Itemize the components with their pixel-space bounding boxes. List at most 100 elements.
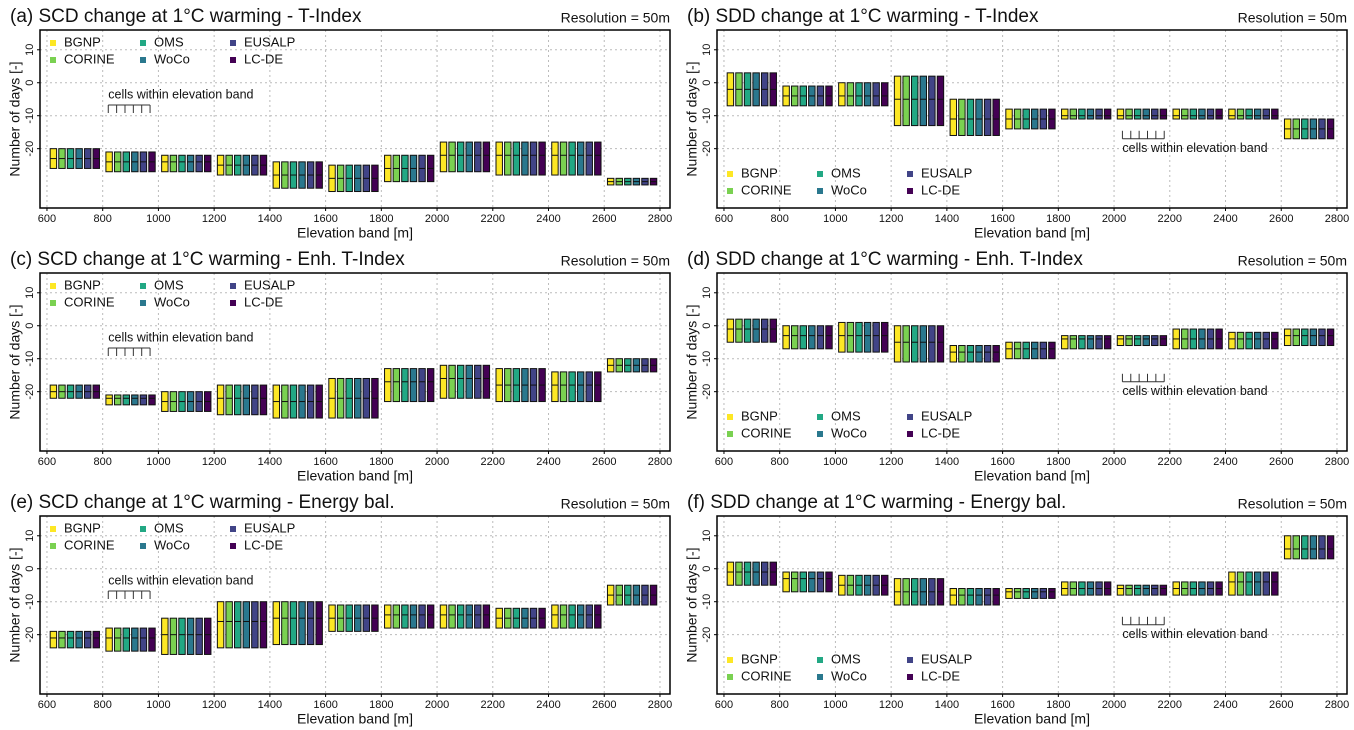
x-tick-label: 2600 [592, 456, 616, 468]
box [439, 604, 448, 629]
plot-frame [39, 272, 671, 452]
box [529, 141, 538, 176]
box [881, 321, 889, 353]
box [1283, 535, 1292, 560]
legend-marker [230, 57, 236, 63]
box [949, 345, 958, 363]
legend-label: WoCo [831, 668, 867, 683]
x-tick-label: 600 [715, 213, 733, 225]
y-axis-label: Number of days [-] [684, 547, 700, 662]
legend-label: BGNP [741, 165, 778, 180]
y-tick-label: -10 [24, 594, 36, 610]
panel: (d) SDD change at 1°C warming - Enh. T-I… [684, 249, 1350, 484]
plot-frame [716, 272, 1348, 452]
legend-marker [50, 283, 56, 289]
x-tick-label: 800 [94, 699, 112, 711]
x-tick-label: 1400 [935, 699, 959, 711]
panel: (f) SDD change at 1°C warming - Energy b… [684, 492, 1350, 727]
box [559, 604, 568, 629]
box [743, 561, 752, 586]
x-tick-label: 600 [38, 456, 56, 468]
box [448, 604, 456, 629]
box [289, 601, 298, 646]
legend-label: BGNP [741, 651, 778, 666]
x-tick-label: 1600 [313, 213, 337, 225]
panel-title: (e) SCD change at 1°C warming - Energy b… [10, 492, 395, 513]
box [585, 371, 593, 403]
box [799, 571, 807, 593]
box [1181, 108, 1189, 120]
box [1116, 335, 1125, 347]
box [855, 321, 863, 353]
box [465, 364, 473, 399]
box [392, 604, 401, 629]
box [409, 604, 418, 629]
y-tick-label: -10 [701, 108, 713, 124]
box [735, 318, 743, 343]
box [83, 630, 92, 649]
legend-label: WoCo [154, 294, 190, 309]
box [576, 604, 585, 629]
box [448, 364, 456, 399]
legend-marker [727, 188, 733, 194]
box [58, 630, 66, 649]
legend-label: BGNP [64, 34, 101, 49]
legend-label: OMS [831, 165, 861, 180]
legend-label: LC-DE [244, 51, 283, 66]
box [281, 601, 289, 646]
box [1292, 328, 1300, 347]
box [1215, 108, 1223, 120]
legend-marker [230, 40, 236, 46]
legend-marker [907, 414, 913, 420]
box [966, 98, 975, 136]
x-tick-label: 1000 [823, 699, 847, 711]
box [456, 141, 465, 173]
x-tick-label: 2400 [1213, 213, 1237, 225]
box [1133, 108, 1142, 120]
legend-marker [817, 657, 823, 663]
box [401, 604, 409, 629]
box [439, 141, 448, 173]
box [1245, 108, 1253, 120]
box [234, 601, 242, 649]
box [139, 627, 148, 652]
legend-label: LC-DE [921, 668, 960, 683]
box [1326, 328, 1335, 347]
legend-marker [140, 40, 146, 46]
box [538, 141, 546, 176]
panel-title: (b) SDD change at 1°C warming - T-Index [687, 6, 1039, 27]
x-tick-label: 800 [94, 456, 112, 468]
box [1125, 108, 1133, 120]
box [1116, 584, 1125, 596]
box [1309, 535, 1318, 560]
box [1245, 331, 1253, 350]
box [1283, 328, 1292, 347]
y-tick-label: 0 [701, 566, 713, 572]
box [1245, 571, 1253, 596]
box [919, 75, 928, 127]
box [936, 75, 945, 127]
box [1031, 341, 1039, 360]
box [585, 604, 593, 629]
box [251, 384, 259, 416]
legend-label: EUSALP [244, 520, 295, 535]
y-tick-label: 0 [701, 80, 713, 86]
legend-marker [50, 300, 56, 306]
legend-label: OMS [154, 277, 184, 292]
x-tick-label: 2400 [536, 699, 560, 711]
box [1142, 108, 1150, 120]
box [495, 141, 503, 176]
legend-label: WoCo [831, 425, 867, 440]
annotation: cells within elevation band [107, 573, 254, 599]
legend-marker [230, 283, 236, 289]
legend-label: CORINE [741, 668, 792, 683]
box [521, 141, 529, 176]
box [1262, 108, 1270, 120]
box [838, 82, 846, 107]
box [49, 630, 58, 649]
box [594, 141, 602, 176]
box [465, 141, 473, 173]
box [1262, 571, 1270, 596]
y-tick-label: -20 [24, 384, 36, 400]
annotation-text: cells within elevation band [108, 87, 253, 101]
